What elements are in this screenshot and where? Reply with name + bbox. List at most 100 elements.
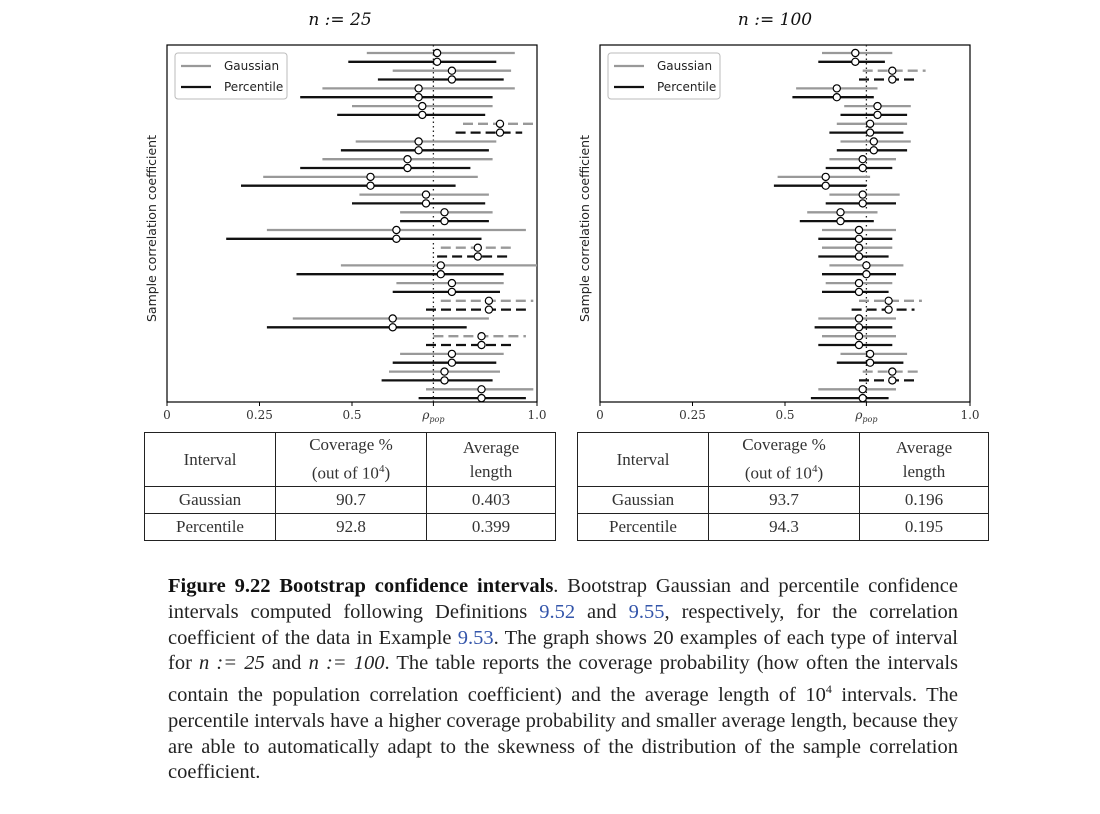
gaussian-estimate-point <box>832 84 842 93</box>
percentile-estimate-point <box>484 305 494 314</box>
table-header-coverage: Coverage % (out of 104) <box>708 432 860 487</box>
gaussian-estimate-point <box>888 66 897 75</box>
gaussian-estimate-point <box>421 190 431 199</box>
legend-gaussian-label: Gaussian <box>224 59 279 73</box>
gaussian-estimate-point <box>836 208 845 217</box>
percentile-estimate-point <box>440 216 449 226</box>
gaussian-estimate-point <box>392 225 401 235</box>
gaussian-estimate-point <box>854 332 864 341</box>
legend-percentile-label: Percentile <box>224 80 283 94</box>
x-tick-label: 1.0 <box>527 408 546 422</box>
x-tick-label: ρpop <box>854 408 877 424</box>
percentile-estimate-point <box>862 270 871 279</box>
percentile-estimate-point <box>858 199 867 208</box>
gaussian-estimate-point <box>403 154 412 164</box>
percentile-estimate-point <box>858 393 867 403</box>
percentile-estimate-point <box>421 199 431 208</box>
percentile-estimate-point <box>888 376 897 385</box>
coverage-table-n25: Interval Coverage % (out of 104) Average… <box>144 432 556 541</box>
y-axis-label: Sample correlation coefficient <box>577 135 592 322</box>
gaussian-estimate-point <box>447 66 457 75</box>
x-tick-label: 0.25 <box>246 408 273 422</box>
gaussian-estimate-point <box>484 296 494 305</box>
table-row-gaussian-coverage: 93.7 <box>708 486 860 514</box>
x-tick-label: 0.25 <box>679 408 706 422</box>
percentile-estimate-point <box>869 146 879 155</box>
percentile-estimate-point <box>854 340 864 350</box>
gaussian-estimate-point <box>418 101 427 111</box>
table-row-gaussian-length: 0.196 <box>859 486 989 514</box>
gaussian-estimate-point <box>858 385 867 394</box>
gaussian-estimate-point <box>477 332 486 341</box>
table-row-gaussian-label: Gaussian <box>144 486 276 514</box>
caption-ref-definition-955[interactable]: 9.55 <box>628 600 665 623</box>
gaussian-estimate-point <box>436 261 445 270</box>
gaussian-estimate-point <box>884 296 893 305</box>
table-header-interval: Interval <box>144 432 276 487</box>
percentile-estimate-point <box>854 287 864 297</box>
x-tick-label: 0.5 <box>342 408 361 422</box>
percentile-estimate-point <box>836 216 845 226</box>
figure-caption: Figure 9.22 Bootstrap confidence interva… <box>168 575 958 784</box>
percentile-estimate-point <box>477 340 486 350</box>
percentile-estimate-point <box>388 323 397 332</box>
percentile-estimate-point <box>418 110 427 120</box>
gaussian-estimate-point <box>821 172 830 182</box>
percentile-estimate-point <box>414 92 423 102</box>
table-row-gaussian-coverage: 90.7 <box>275 486 427 514</box>
table-row-percentile-length: 0.195 <box>859 513 989 541</box>
caption-ref-example-953[interactable]: 9.53 <box>457 626 494 649</box>
gaussian-estimate-point <box>854 278 864 288</box>
percentile-estimate-point <box>821 181 830 190</box>
gaussian-estimate-point <box>414 137 423 146</box>
caption-ref-definition-952[interactable]: 9.52 <box>539 600 576 623</box>
chart-title: n := 100 <box>738 10 812 30</box>
gaussian-estimate-point <box>440 208 449 217</box>
percentile-estimate-point <box>403 163 412 173</box>
x-tick-label: 0 <box>163 408 171 422</box>
gaussian-estimate-point <box>447 278 457 288</box>
gaussian-estimate-point <box>495 119 505 129</box>
percentile-estimate-point <box>473 252 482 261</box>
x-tick-label: 0.5 <box>775 408 794 422</box>
gaussian-estimate-point <box>858 190 867 199</box>
table-row-gaussian-label: Gaussian <box>577 486 709 514</box>
gaussian-estimate-point <box>854 314 864 323</box>
gaussian-estimate-point <box>865 349 875 359</box>
table-row-gaussian-length: 0.403 <box>426 486 556 514</box>
percentile-estimate-point <box>865 128 875 137</box>
gaussian-estimate-point <box>869 137 879 146</box>
percentile-estimate-point <box>477 393 486 403</box>
chart-title: n := 25 <box>308 10 371 30</box>
percentile-estimate-point <box>854 234 864 243</box>
percentile-estimate-point <box>440 376 449 385</box>
percentile-estimate-point <box>392 234 401 243</box>
table-row-percentile-length: 0.399 <box>426 513 556 541</box>
coverage-table-n100: Interval Coverage % (out of 104) Average… <box>577 432 989 541</box>
table-row-percentile-label: Percentile <box>577 513 709 541</box>
table-row-percentile-coverage: 94.3 <box>708 513 860 541</box>
percentile-estimate-point <box>854 252 864 261</box>
table-header-coverage: Coverage % (out of 104) <box>275 432 427 487</box>
gaussian-estimate-point <box>865 119 875 129</box>
percentile-estimate-point <box>884 305 893 314</box>
chart-n25: n := 25 Sample correlation coefficient 0 0.… <box>144 10 547 424</box>
gaussian-estimate-point <box>447 349 457 359</box>
chart-n100: n := 100 Sample correlation coefficient 0 0… <box>577 10 980 424</box>
gaussian-estimate-point <box>858 154 867 164</box>
gaussian-estimate-point <box>473 243 482 252</box>
gaussian-estimate-point <box>851 48 860 58</box>
table-row-percentile-label: Percentile <box>144 513 276 541</box>
legend-gaussian-label: Gaussian <box>657 59 712 73</box>
x-tick-label: ρpop <box>421 408 444 424</box>
gaussian-estimate-point <box>366 172 375 182</box>
table-row-percentile-coverage: 92.8 <box>275 513 427 541</box>
gaussian-estimate-point <box>873 101 882 111</box>
percentile-estimate-point <box>888 75 897 84</box>
percentile-estimate-point <box>414 146 423 155</box>
percentile-estimate-point <box>873 110 882 120</box>
gaussian-estimate-point <box>440 367 449 376</box>
percentile-estimate-point <box>432 57 442 67</box>
percentile-estimate-point <box>436 270 445 279</box>
gaussian-estimate-point <box>862 261 871 270</box>
